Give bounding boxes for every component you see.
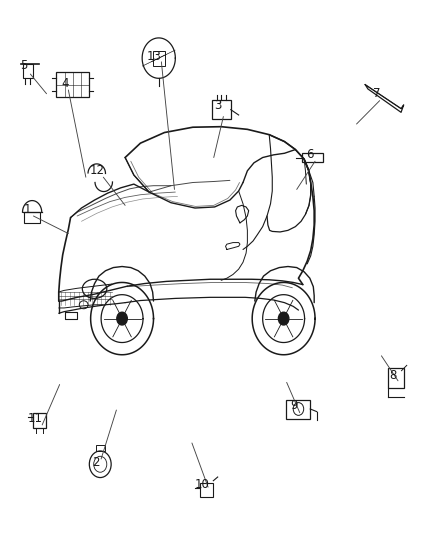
Text: 7: 7 <box>373 87 381 100</box>
Bar <box>96 445 105 451</box>
Bar <box>212 100 231 119</box>
Text: 6: 6 <box>306 148 314 161</box>
Text: 5: 5 <box>20 59 27 72</box>
Bar <box>200 483 213 497</box>
Text: 13: 13 <box>147 50 162 63</box>
Text: 8: 8 <box>389 369 396 382</box>
Bar <box>57 72 89 98</box>
Bar <box>302 153 323 163</box>
Bar <box>388 368 404 387</box>
Bar <box>152 51 165 66</box>
Text: 4: 4 <box>62 77 69 90</box>
Bar <box>286 400 310 418</box>
Circle shape <box>279 312 289 325</box>
Text: 12: 12 <box>90 164 105 177</box>
Bar <box>24 212 40 223</box>
Bar <box>32 413 46 427</box>
Text: 3: 3 <box>215 100 222 112</box>
Bar <box>22 64 33 78</box>
Text: 2: 2 <box>92 456 99 469</box>
Text: 9: 9 <box>290 399 298 413</box>
Text: 11: 11 <box>27 411 42 424</box>
Text: 1: 1 <box>24 203 32 215</box>
Text: 10: 10 <box>195 478 210 491</box>
Circle shape <box>117 312 127 325</box>
